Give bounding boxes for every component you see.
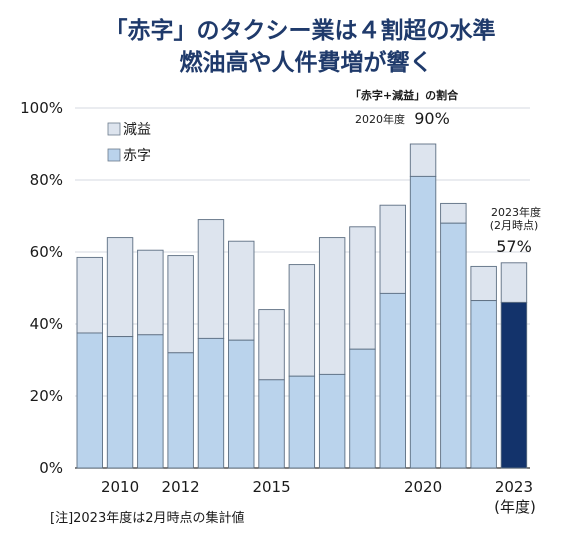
annotation-2020-value: 90% [414, 109, 450, 128]
annotation-2020-year: 2020年度 [355, 112, 405, 126]
y-tick-label: 40% [30, 315, 63, 333]
y-tick-label: 80% [30, 171, 63, 189]
y-tick-label: 60% [30, 243, 63, 261]
bar-segment-deficit [167, 352, 194, 469]
bar-segment-deficit [470, 300, 497, 469]
annotation-2023-year: 2023年度 [491, 205, 541, 219]
bar-segment-deficit [318, 373, 346, 469]
x-tick-label: 2020 [404, 478, 442, 496]
y-tick-label: 100% [20, 99, 63, 117]
bar-segment-deficit [379, 292, 406, 469]
chart-title-line2: 燃油高や人件費増が響く [180, 49, 433, 76]
bar-segment-deficit [137, 334, 164, 469]
legend-swatch-decline [107, 122, 121, 136]
bar-segment-decline [500, 262, 528, 303]
x-tick-label: 2015 [252, 478, 290, 496]
x-axis-unit-label: (年度) [494, 498, 536, 516]
legend-label-decline: 減益 [123, 121, 151, 138]
bar-segment-decline [349, 226, 376, 350]
bar-segment-deficit [288, 375, 316, 469]
bar-segment-decline [409, 143, 437, 177]
bar-segment-decline [440, 202, 467, 224]
bar-segment-decline [258, 309, 285, 381]
y-tick-label: 20% [30, 387, 63, 405]
annotation-2023-note: (2月時点) [490, 219, 539, 232]
bar-segment-decline [197, 219, 225, 339]
y-axis-ticks: 0% 20% 40% 60% 80% 100% [20, 99, 63, 477]
annotation-2020-heading: 「赤字+減益」の割合 [350, 88, 459, 102]
bar-segment-deficit [258, 379, 285, 469]
bar-segment-deficit [106, 336, 134, 469]
annotation-2023-value: 57% [496, 237, 532, 256]
legend-label-deficit: 赤字 [123, 148, 151, 164]
bar-segment-decline [379, 204, 406, 294]
bar-segment-decline [228, 240, 255, 341]
footnote: [注]2023年度は2月時点の集計値 [50, 510, 245, 526]
bar-segment-decline [167, 255, 194, 354]
bar-segment-deficit [500, 301, 528, 469]
x-axis-ticks: 2010 2012 2015 2020 2023 [101, 478, 533, 496]
bar-segment-decline [137, 249, 164, 336]
bar-segment-deficit [228, 339, 255, 469]
bar-segment-deficit [197, 337, 225, 469]
bars [76, 143, 528, 469]
legend-swatch-deficit [107, 148, 121, 162]
bar-segment-deficit [349, 348, 376, 469]
x-tick-label: 2012 [162, 478, 200, 496]
bar-segment-decline [288, 264, 316, 377]
x-tick-label: 2010 [101, 478, 139, 496]
bar-segment-decline [106, 237, 134, 338]
bar-segment-decline [318, 237, 346, 375]
bar-segment-decline [470, 265, 497, 302]
chart-title-line1: 「赤字」のタクシー業は４割超の水準 [105, 17, 496, 44]
x-tick-label: 2023 [495, 478, 533, 496]
bar-segment-deficit [409, 175, 437, 469]
bar-segment-deficit [76, 332, 103, 469]
bar-segment-deficit [440, 222, 467, 469]
y-tick-label: 0% [39, 459, 63, 477]
bar-segment-decline [76, 256, 103, 334]
